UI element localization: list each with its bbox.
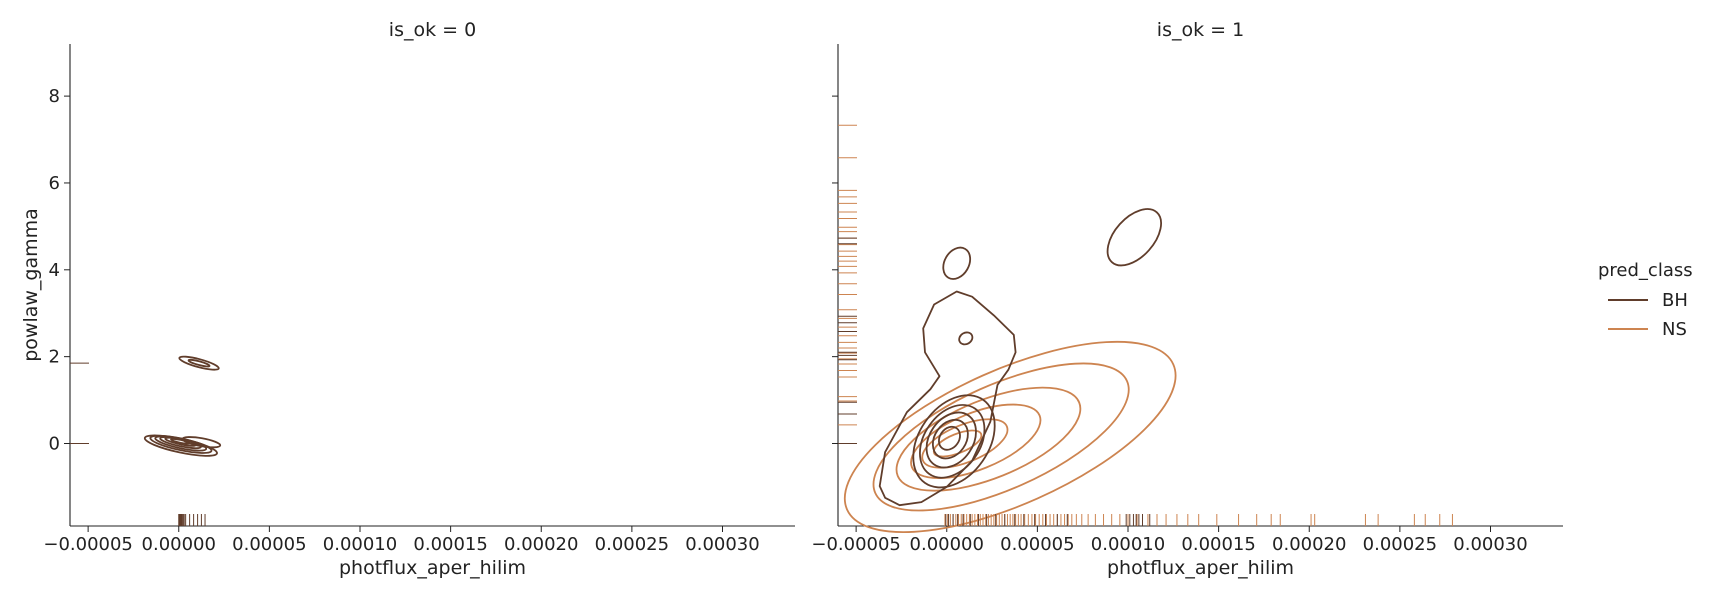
kde-contour-ns xyxy=(843,340,1177,534)
legend-entry-ns: NS xyxy=(1662,319,1687,340)
x-tick-label: 0.00010 xyxy=(323,534,397,555)
x-tick-label: 0.00025 xyxy=(1363,534,1437,555)
x-axis-title: photflux_aper_hilim xyxy=(1107,557,1294,579)
legend-entry-bh: BH xyxy=(1662,290,1688,311)
x-tick-label: 0.00030 xyxy=(685,534,759,555)
facet-panel-0: is_ok = 0 −0.00005 0.00000 0.00005 0.00010 0.… xyxy=(20,19,795,579)
panel-title: is_ok = 1 xyxy=(1157,19,1244,41)
kde-contour-bh xyxy=(912,394,996,489)
legend: pred_class BH NS xyxy=(1598,260,1693,340)
kde-contour-bh xyxy=(1106,208,1162,267)
kde-contour-bh xyxy=(178,355,220,371)
kde-contour-bh xyxy=(919,404,986,479)
x-tick-label: 0.00020 xyxy=(504,534,578,555)
kde-contour-bh xyxy=(925,411,977,469)
y-tick-label: 2 xyxy=(49,347,60,368)
y-tick-label: 6 xyxy=(49,173,60,194)
y-axis-title: powlaw_gamma xyxy=(20,208,42,362)
x-tick-label: 0.00015 xyxy=(413,534,487,555)
kde-contour-bh xyxy=(187,358,211,368)
kde-contour-bh xyxy=(942,246,972,280)
x-tick-label: 0.00025 xyxy=(595,534,669,555)
x-tick-label: 0.00010 xyxy=(1091,534,1165,555)
series-ns xyxy=(838,124,1453,534)
panel-title: is_ok = 0 xyxy=(389,19,476,41)
kde-contour-ns xyxy=(932,429,983,458)
kde-contour-bh xyxy=(931,418,969,460)
x-tick-label: −0.00005 xyxy=(811,534,901,555)
kde-contour-bh xyxy=(958,331,974,346)
kde-contour-bh-outer xyxy=(878,290,1017,507)
kde-contour-bh xyxy=(938,425,961,451)
x-tick-label: 0.00030 xyxy=(1453,534,1527,555)
kde-contour-ns xyxy=(872,362,1130,512)
x-tick-label: 0.00000 xyxy=(910,534,984,555)
kde-contour-bh xyxy=(181,436,222,449)
kde-contour-ns xyxy=(895,386,1082,492)
facet-panel-1: is_ok = 1 −0.00005 0.00000 0.00005 0.00010 0.… xyxy=(811,19,1563,579)
y-tick-label: 0 xyxy=(49,433,60,454)
x-tick-label: 0.00015 xyxy=(1181,534,1255,555)
legend-title: pred_class xyxy=(1598,260,1693,281)
series-bh xyxy=(838,208,1162,526)
y-tick-label: 8 xyxy=(49,86,60,107)
kde-contour-ns xyxy=(910,403,1042,479)
x-tick-label: 0.00000 xyxy=(142,534,216,555)
x-tick-label: 0.00005 xyxy=(1000,534,1074,555)
x-axis-title: photflux_aper_hilim xyxy=(339,557,526,579)
y-tick-label: 4 xyxy=(49,260,60,281)
x-tick-label: 0.00020 xyxy=(1272,534,1346,555)
x-tick-label: 0.00005 xyxy=(232,534,306,555)
x-tick-label: −0.00005 xyxy=(43,534,133,555)
series-bh xyxy=(70,355,222,526)
